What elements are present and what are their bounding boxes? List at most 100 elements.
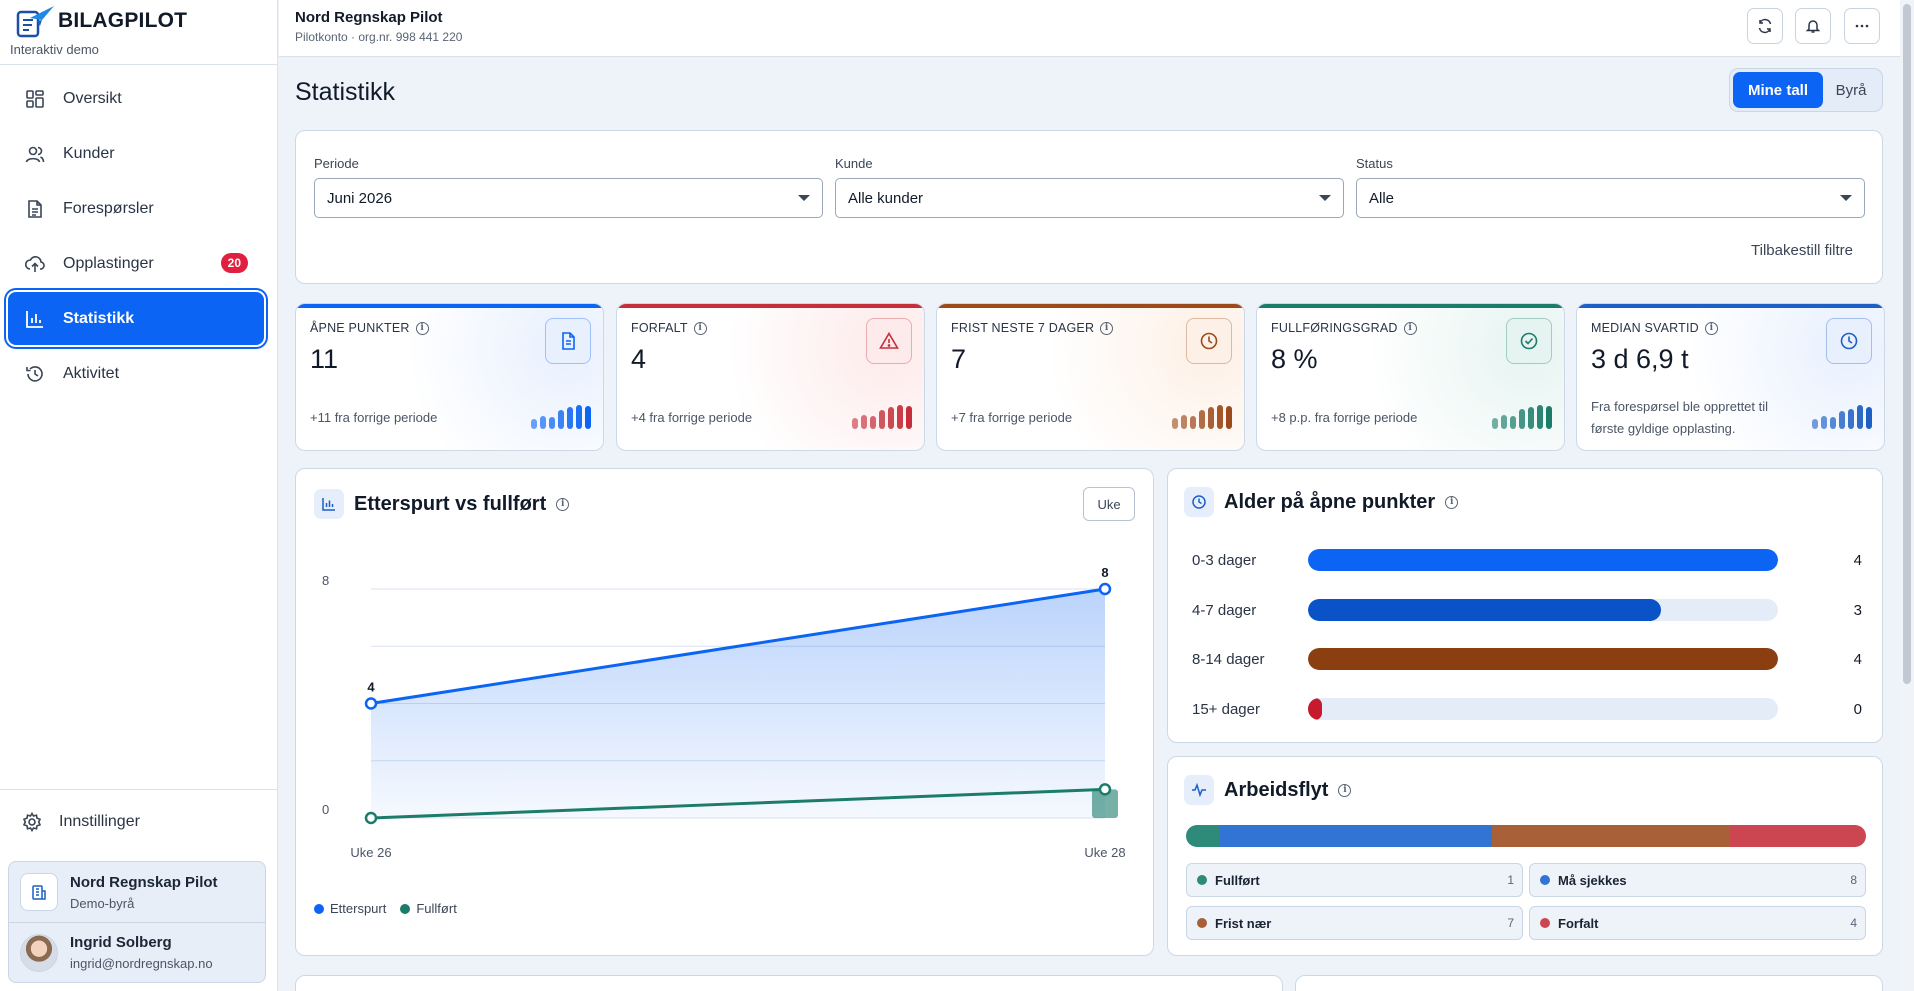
workflow-count: 1 — [1507, 873, 1514, 887]
workspace-title: Nord Regnskap Pilot — [295, 9, 443, 26]
granularity-button[interactable]: Uke — [1083, 487, 1135, 521]
kpi-accent-line — [1257, 304, 1564, 308]
next-card — [1295, 975, 1883, 991]
age-row[interactable]: 8-14 dager 4 — [1192, 648, 1862, 670]
kpi-label-text: FULLFØRINGSGRAD — [1271, 321, 1398, 335]
spark-bar — [1217, 405, 1223, 429]
age-row[interactable]: 4-7 dager 3 — [1192, 599, 1862, 621]
gear-icon — [22, 812, 42, 832]
age-label: 15+ dager — [1192, 700, 1260, 718]
info-icon[interactable]: i — [1338, 783, 1352, 797]
workflow-legend-item[interactable]: Forfalt 4 — [1529, 906, 1866, 940]
age-value: 4 — [1853, 650, 1862, 668]
document-icon — [25, 199, 45, 219]
spark-bar — [1528, 407, 1534, 429]
spark-bar — [576, 405, 582, 429]
nav-item-label: Statistikk — [63, 309, 135, 327]
kpi-card[interactable]: FORFALT i 4 +4 fra forrige periode — [616, 303, 925, 451]
legend-swatch — [1540, 875, 1550, 885]
info-icon[interactable]: i — [1445, 495, 1459, 509]
user-menu[interactable]: Ingrid Solberg ingrid@nordregnskap.no — [9, 922, 265, 982]
kpi-label: FORFALT i — [631, 321, 707, 335]
reset-filters-button[interactable]: Tilbakestill filtre — [1751, 242, 1853, 259]
nav-item-statistikk[interactable]: Statistikk — [8, 292, 264, 345]
spark-bar — [540, 416, 546, 429]
kpi-card[interactable]: MEDIAN SVARTID i 3 d 6,9 t Fra forespørsel … — [1576, 303, 1885, 451]
period-select[interactable]: Juni 2026 — [314, 178, 823, 218]
workflow-count: 7 — [1507, 916, 1514, 930]
spark-bar — [1546, 406, 1552, 429]
mine-tall-tab[interactable]: Mine tall — [1733, 72, 1823, 108]
refresh-icon — [1758, 18, 1772, 34]
kpi-label-text: FORFALT — [631, 321, 688, 335]
spark-bar — [1830, 417, 1836, 429]
settings-label: Innstillinger — [59, 813, 140, 830]
workspace-subtitle: Pilotkonto · org.nr. 998 441 220 — [295, 30, 463, 44]
nav-item-label: Forespørsler — [63, 199, 154, 217]
settings-link[interactable]: Innstillinger — [22, 812, 140, 832]
workflow-legend-item[interactable]: Fullført 1 — [1186, 863, 1523, 897]
period-label: Periode — [314, 156, 359, 171]
age-label: 8-14 dager — [1192, 650, 1265, 668]
nav-item-kunder[interactable]: Kunder — [8, 127, 264, 180]
uploads-count-badge: 20 — [220, 253, 248, 273]
spark-bar — [906, 406, 912, 429]
age-row[interactable]: 15+ dager 0 — [1192, 698, 1862, 720]
status-select[interactable]: Alle — [1356, 178, 1865, 218]
kpi-card[interactable]: FRIST NESTE 7 DAGER i 7 +7 fra forrige peri… — [936, 303, 1245, 451]
age-row[interactable]: 0-3 dager 4 — [1192, 549, 1862, 571]
grid-icon — [25, 89, 45, 109]
user-email: ingrid@nordregnskap.no — [70, 956, 213, 971]
info-icon[interactable]: i — [1704, 321, 1718, 335]
refresh-button[interactable] — [1747, 8, 1783, 44]
nav-item-label: Oversikt — [63, 89, 122, 107]
data-label: 8 — [1101, 565, 1108, 580]
legend-item-completed[interactable]: Fullført — [400, 901, 457, 916]
info-icon[interactable]: i — [693, 321, 707, 335]
nav-item-opplastinger[interactable]: Opplastinger 20 — [8, 237, 264, 290]
info-icon[interactable]: i — [415, 321, 429, 335]
age-bar-track — [1308, 648, 1778, 670]
spark-bar — [1172, 418, 1178, 429]
bar-chart-icon — [314, 489, 344, 519]
customer-select[interactable]: Alle kunder — [835, 178, 1344, 218]
info-icon[interactable]: i — [1403, 321, 1417, 335]
info-icon[interactable]: i — [556, 497, 570, 511]
spark-bar — [1537, 405, 1543, 429]
chart-title: Etterspurt vs fullført — [354, 492, 547, 515]
nav-item-oversikt[interactable]: Oversikt — [8, 72, 264, 125]
requested-series-line — [370, 587, 1106, 705]
nav-item-aktivitet[interactable]: Aktivitet — [8, 347, 264, 400]
scrollbar-thumb[interactable] — [1903, 4, 1911, 684]
more-options-button[interactable] — [1844, 8, 1880, 44]
spark-bar — [567, 407, 573, 429]
page-title: Statistikk — [295, 78, 396, 106]
x-tick-label: Uke 28 — [1084, 845, 1125, 860]
workflow-legend-item[interactable]: Må sjekkes 8 — [1529, 863, 1866, 897]
kpi-card[interactable]: FULLFØRINGSGRAD i 8 % +8 p.p. fra forrige p… — [1256, 303, 1565, 451]
kpi-sparkline — [531, 405, 591, 429]
notifications-button[interactable] — [1795, 8, 1831, 44]
activity-icon — [1184, 775, 1214, 805]
divider — [0, 789, 278, 790]
legend-item-requested[interactable]: Etterspurt — [314, 901, 386, 916]
byra-tab[interactable]: Byrå — [1835, 81, 1867, 99]
period-value: Juni 2026 — [327, 189, 393, 207]
open-items-age-card: Alder på åpne punkter i 0-3 dager 4 4-7 da… — [1167, 468, 1883, 743]
spark-bar — [1181, 415, 1187, 429]
info-icon[interactable]: i — [1100, 321, 1114, 335]
legend-label: Fullført — [416, 901, 457, 916]
workflow-legend-item[interactable]: Frist nær 7 — [1186, 906, 1523, 940]
customer-value: Alle kunder — [848, 189, 924, 207]
age-label: 4-7 dager — [1192, 601, 1257, 619]
kpi-card[interactable]: ÅPNE PUNKTER i 11 +11 fra forrige periode — [295, 303, 604, 451]
nav-item-foresporsler[interactable]: Forespørsler — [8, 182, 264, 235]
more-icon — [1855, 24, 1869, 28]
kpi-note: +7 fra forrige periode — [951, 410, 1073, 425]
y-tick-label: 0 — [322, 802, 329, 817]
workflow-title: Arbeidsflyt — [1224, 778, 1329, 801]
brand[interactable]: BILAGPILOT — [10, 4, 187, 38]
page-scrollbar[interactable] — [1900, 0, 1914, 991]
age-bar-track — [1308, 698, 1778, 720]
org-switcher[interactable]: Nord Regnskap Pilot Demo-byrå — [9, 862, 265, 922]
